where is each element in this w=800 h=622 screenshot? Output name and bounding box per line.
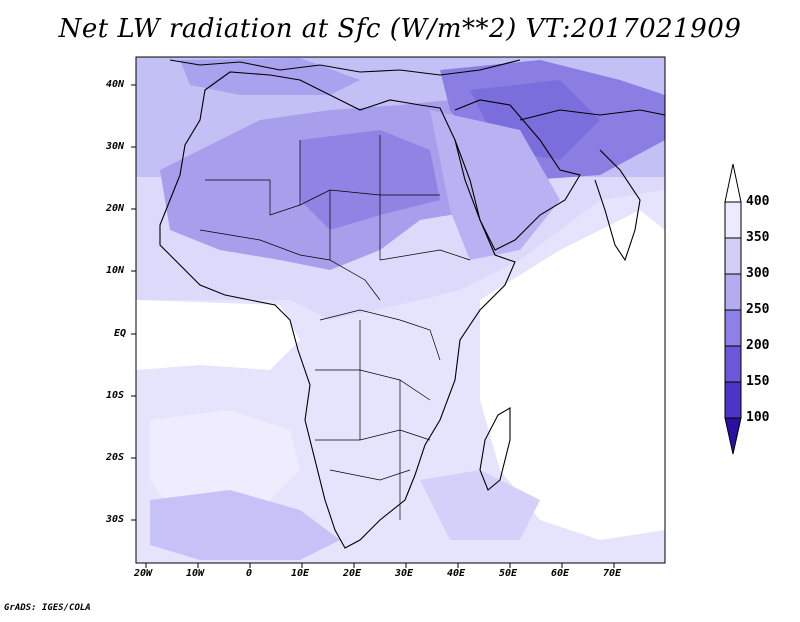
lat-label: 20S — [106, 452, 125, 463]
colorbar-top-arrow — [724, 163, 742, 203]
field-europe — [180, 58, 360, 95]
colorbar-segment-4 — [724, 273, 742, 311]
lat-label: 30N — [106, 141, 125, 152]
europe-coast — [169, 59, 521, 76]
lon-label: 20E — [343, 568, 362, 579]
colorbar-label: 250 — [746, 302, 770, 317]
plot-frame — [135, 56, 666, 564]
lon-label: 60E — [551, 568, 570, 579]
border-4 — [329, 190, 381, 301]
border-9 — [315, 429, 431, 441]
lat-label: 20N — [106, 203, 125, 214]
africa-coast — [159, 71, 516, 549]
colorbar-segment-2 — [724, 345, 742, 383]
colorbar-segment-3 — [724, 309, 742, 347]
colorbar-label: 350 — [746, 230, 770, 245]
borders — [199, 135, 471, 520]
field-south-streak — [150, 490, 340, 560]
field-arabia — [430, 110, 560, 260]
colorbar-segment-5 — [724, 237, 742, 275]
india-coast — [594, 149, 641, 262]
field-south-atlantic — [150, 410, 300, 520]
lat-label: 10S — [106, 390, 125, 401]
lon-label: 10E — [291, 568, 310, 579]
border-6 — [379, 249, 471, 261]
lon-label: 70E — [603, 568, 622, 579]
axis-ticks — [131, 84, 615, 568]
madagascar — [479, 407, 511, 491]
border-7 — [319, 309, 441, 361]
border-5 — [199, 229, 331, 261]
border-8 — [315, 369, 431, 401]
colorbar-segment-6 — [724, 201, 742, 239]
field-deep-1 — [300, 130, 440, 230]
arabia-coast — [454, 99, 581, 251]
colorbar-label: 400 — [746, 194, 770, 209]
lon-label: 30E — [395, 568, 414, 579]
coastlines — [159, 59, 666, 549]
lon-label: 20W — [134, 568, 153, 579]
lat-label: 40N — [106, 79, 125, 90]
colorbar-label: 100 — [746, 410, 770, 425]
field-south-east — [420, 470, 540, 540]
colorbar-bottom-arrow — [724, 417, 742, 455]
colorbar — [724, 163, 742, 455]
grads-credit: GrADS: IGES/COLA — [4, 603, 91, 613]
colorbar-label: 300 — [746, 266, 770, 281]
colorbar-segment-1 — [724, 381, 742, 419]
lat-label: 10N — [106, 265, 125, 276]
iran-coast — [519, 109, 666, 121]
lat-label: 30S — [106, 514, 125, 525]
lat-label: EQ — [114, 328, 127, 339]
lon-label: 40E — [447, 568, 466, 579]
colorbar-label: 200 — [746, 338, 770, 353]
field-gulf-guinea — [136, 300, 300, 370]
lon-label: 0 — [246, 568, 253, 579]
lon-label: 10W — [186, 568, 205, 579]
radiation-field — [136, 57, 665, 563]
map-title: Net LW radiation at Sfc (W/m**2) VT:2017… — [58, 14, 742, 44]
lon-label: 50E — [499, 568, 518, 579]
colorbar-label: 150 — [746, 374, 770, 389]
field-indian-ocean — [480, 210, 665, 540]
